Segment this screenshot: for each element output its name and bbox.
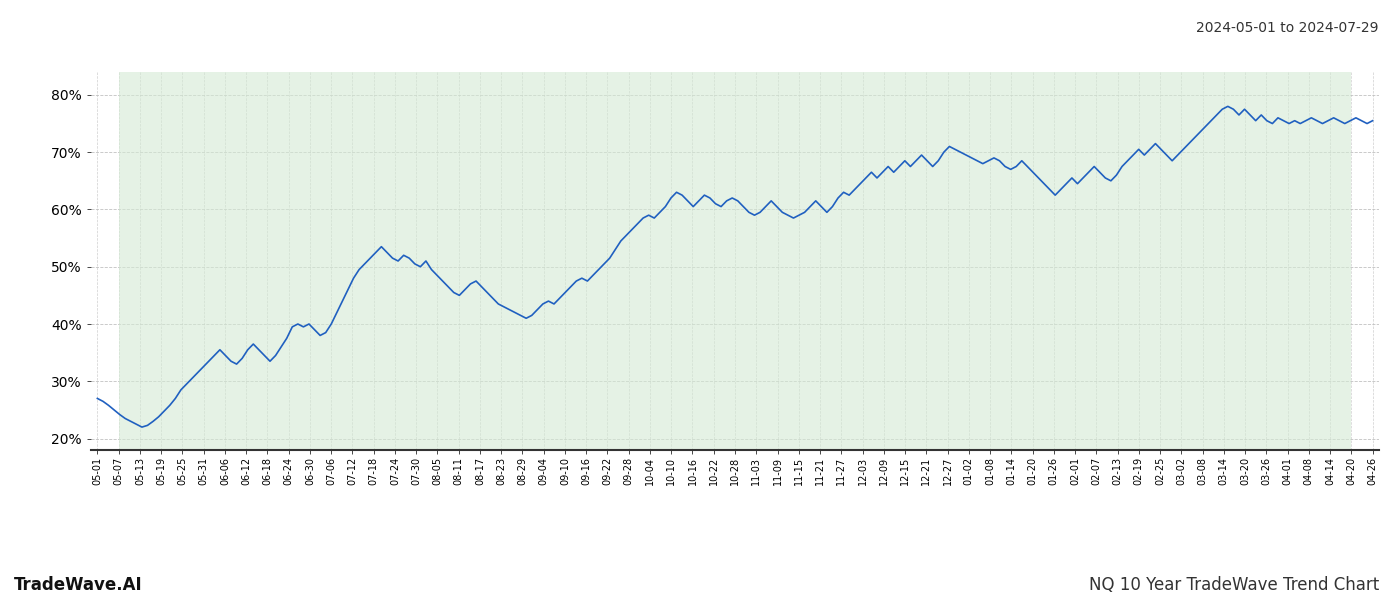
Bar: [119, 72, 1351, 450]
Text: 2024-05-01 to 2024-07-29: 2024-05-01 to 2024-07-29: [1197, 21, 1379, 35]
Text: NQ 10 Year TradeWave Trend Chart: NQ 10 Year TradeWave Trend Chart: [1089, 576, 1379, 594]
Text: TradeWave.AI: TradeWave.AI: [14, 576, 143, 594]
